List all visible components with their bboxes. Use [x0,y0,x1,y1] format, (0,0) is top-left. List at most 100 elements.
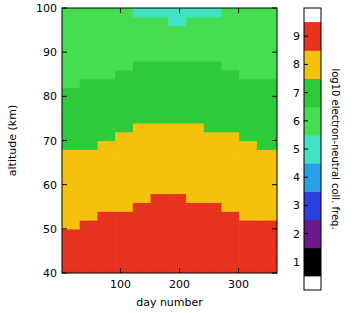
cell [239,8,257,17]
y-tick [272,52,277,53]
cell [239,123,257,132]
cell [257,88,277,97]
cell [62,43,80,52]
cell [80,79,98,88]
cell [186,88,204,97]
cell [62,255,80,264]
cell [133,52,151,61]
y-tick [62,96,67,97]
colorbar-tick-label: 8 [293,58,300,71]
cell [133,149,151,158]
cell [62,264,80,273]
colorbar-tick [304,233,308,234]
cell [133,158,151,167]
cell [221,229,239,238]
y-tick-label: 50 [43,223,57,236]
cell [115,52,133,61]
y-tick-label: 70 [43,135,57,148]
cell [80,105,98,114]
cell [133,79,151,88]
cell [239,185,257,194]
cell [204,202,222,211]
cell [62,202,80,211]
cell [133,96,151,105]
cell [62,61,80,70]
colorbar-tick [304,64,308,65]
cell [168,17,186,26]
cell [204,211,222,220]
cell [115,167,133,176]
cell [168,35,186,44]
cell [239,105,257,114]
cell [151,61,169,70]
cell [239,149,257,158]
cell [257,264,277,273]
cell [204,52,222,61]
cell [80,185,98,194]
cell [115,194,133,203]
cell [204,247,222,256]
cell [62,70,80,79]
x-tick [179,268,180,273]
colorbar-segment [304,50,321,79]
cell [257,229,277,238]
x-tick-label: 200 [169,278,190,291]
cell [204,194,222,203]
y-tick [62,52,67,53]
cell [221,61,239,70]
cell [62,35,80,44]
cell [186,149,204,158]
cell [80,96,98,105]
cell [257,167,277,176]
chart: 405060708090100100200300day numberaltitu… [0,0,352,313]
cell [204,255,222,264]
cell [204,79,222,88]
colorbar-tick [304,120,308,121]
cell [168,88,186,97]
y-tick-label: 90 [43,46,57,59]
cell [168,8,186,17]
colorbar-segment [304,79,321,108]
cell [133,26,151,35]
cell [239,220,257,229]
cell [115,185,133,194]
cell [133,8,151,17]
cell [151,123,169,132]
cell [186,185,204,194]
cell [186,141,204,150]
cell [257,238,277,247]
cell [239,35,257,44]
cell [168,123,186,132]
cell [239,61,257,70]
cell [257,255,277,264]
colorbar-tick-label: 5 [293,143,300,156]
cell [62,123,80,132]
cell [186,35,204,44]
cell [80,26,98,35]
cell [133,61,151,70]
cell [151,238,169,247]
colorbar-tick [304,261,308,262]
cell [151,52,169,61]
colorbar-label: log10 electron-neutral coll. freq. [330,68,341,229]
cell [80,35,98,44]
cell [115,264,133,273]
cell [97,158,115,167]
cell [221,202,239,211]
cell [221,255,239,264]
cell [151,35,169,44]
cell [151,105,169,114]
cell [186,79,204,88]
cell [239,176,257,185]
cell [97,61,115,70]
cell [133,220,151,229]
cell [133,238,151,247]
cell [62,211,80,220]
cell [168,105,186,114]
cell [221,132,239,141]
cell [221,149,239,158]
cell [186,202,204,211]
cell [115,26,133,35]
cell [115,61,133,70]
cell [62,176,80,185]
